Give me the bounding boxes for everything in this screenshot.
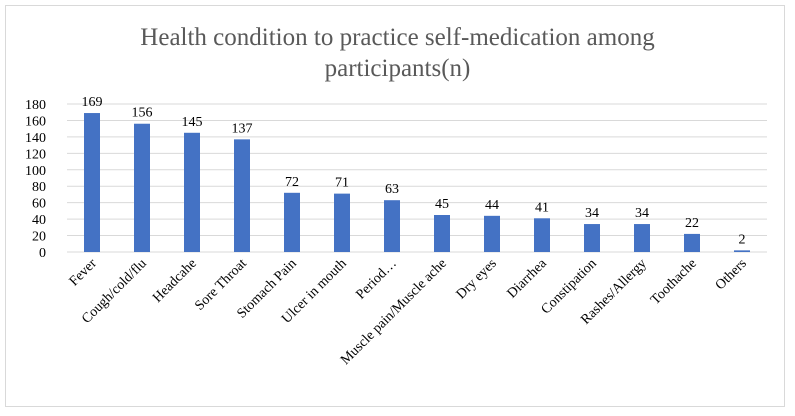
bars xyxy=(84,113,750,253)
data-label: 156 xyxy=(132,106,153,121)
x-category-label: Muscle pain/Muscle ache xyxy=(338,256,450,368)
bar-others xyxy=(734,250,750,252)
bar-fever xyxy=(84,113,100,253)
data-label: 169 xyxy=(82,95,103,110)
chart-title-line-2: participants(n) xyxy=(324,55,471,82)
bar-muscle-pain-muscle-ache xyxy=(434,215,450,252)
x-category-label: Headcahe xyxy=(150,256,200,306)
x-category-label: Dry eyes xyxy=(454,256,500,302)
y-tick-label: 160 xyxy=(25,114,46,129)
y-tick-label: 40 xyxy=(32,213,46,228)
x-category-label: Period… xyxy=(353,256,399,302)
y-tick-label: 0 xyxy=(39,246,46,261)
y-tick-label: 80 xyxy=(32,180,46,195)
chart-title-line-1: Health condition to practice self-medica… xyxy=(140,24,655,51)
bar-ulcer-in-mouth xyxy=(334,193,350,252)
bar-period xyxy=(384,200,400,252)
y-tick-label: 120 xyxy=(25,147,46,162)
x-category-label: Diarrhea xyxy=(505,256,551,302)
bar-cough-cold-flu xyxy=(134,123,150,252)
y-tick-label: 140 xyxy=(25,131,46,146)
bar-dry-eyes xyxy=(484,215,500,252)
chart-title: Health condition to practice self-medica… xyxy=(0,22,795,84)
bar-stomach-pain xyxy=(284,192,300,252)
data-label: 63 xyxy=(385,182,399,197)
y-tick-label: 60 xyxy=(32,197,46,212)
data-label: 41 xyxy=(535,200,549,215)
data-label: 44 xyxy=(485,198,499,213)
data-label: 71 xyxy=(335,176,349,191)
x-category-label: Others xyxy=(713,256,750,293)
bar-constipation xyxy=(584,224,600,252)
y-tick-label: 20 xyxy=(32,230,46,245)
bar-sore-throat xyxy=(234,139,250,252)
bar-diarrhea xyxy=(534,218,550,252)
data-label: 34 xyxy=(585,206,599,221)
y-tick-label: 180 xyxy=(25,98,46,113)
data-label: 145 xyxy=(182,115,203,130)
bar-toothache xyxy=(684,233,700,252)
y-tick-label: 100 xyxy=(25,164,46,179)
bar-headcahe xyxy=(184,132,200,252)
bar-rashes-allergy xyxy=(634,224,650,252)
data-label: 22 xyxy=(685,216,699,231)
x-category-label: Toothache xyxy=(648,256,700,308)
data-label: 72 xyxy=(285,175,299,190)
x-category-label: Fever xyxy=(67,256,100,289)
gridlines xyxy=(67,103,767,253)
data-label: 2 xyxy=(739,232,746,247)
data-label: 45 xyxy=(435,197,449,212)
data-label: 34 xyxy=(635,206,649,221)
data-label: 137 xyxy=(232,121,253,136)
